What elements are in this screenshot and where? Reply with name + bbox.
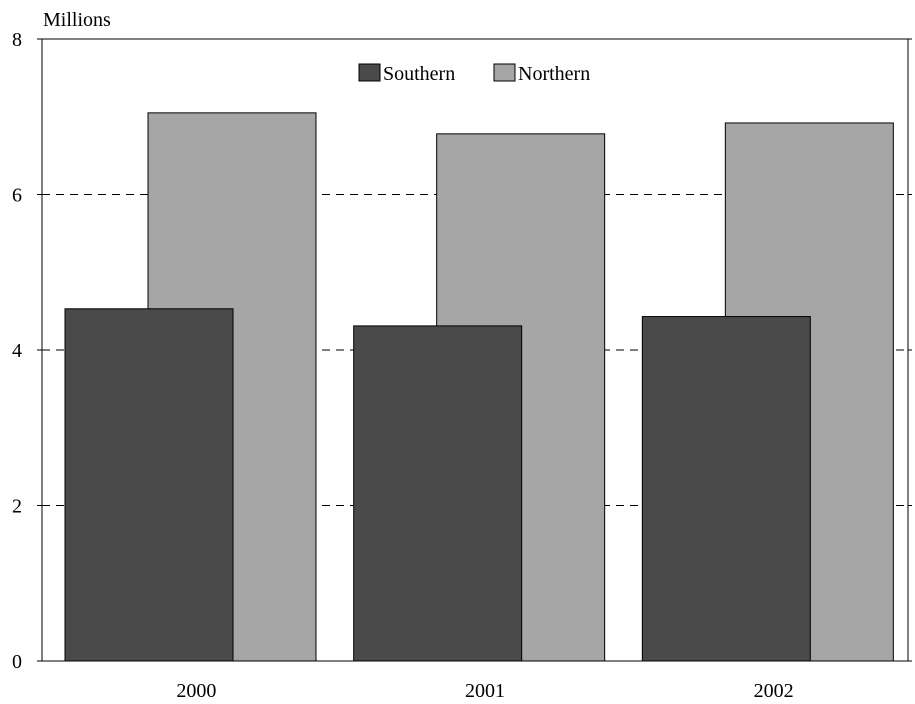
legend-swatch-southern: [358, 63, 381, 82]
x-axis-labels: 2000 2001 2002: [176, 680, 793, 702]
legend-swatch-northern: [493, 63, 516, 82]
x-tick-label-2002: 2002: [754, 680, 794, 702]
y-tick-label-2: 4: [12, 340, 22, 362]
y-tick-label-1: 2: [12, 496, 22, 518]
y-tick-label-0: 0: [12, 651, 22, 673]
bars: [64, 112, 894, 662]
legend-label-southern: Southern: [383, 63, 455, 85]
legend-label-northern: Northern: [518, 63, 590, 85]
y-axis-ticks: 0 2 4 6 8: [12, 29, 912, 673]
x-tick-label-2000: 2000: [176, 680, 216, 702]
y-axis-unit-label: Millions: [43, 9, 111, 31]
bar-southern-2000: [64, 308, 234, 662]
bar-southern-2002: [641, 316, 811, 662]
legend: Southern Northern: [358, 63, 590, 85]
bar-southern-2001: [353, 325, 523, 662]
y-tick-label-4: 8: [12, 29, 22, 51]
y-tick-label-3: 6: [12, 185, 22, 207]
x-tick-label-2001: 2001: [465, 680, 505, 702]
